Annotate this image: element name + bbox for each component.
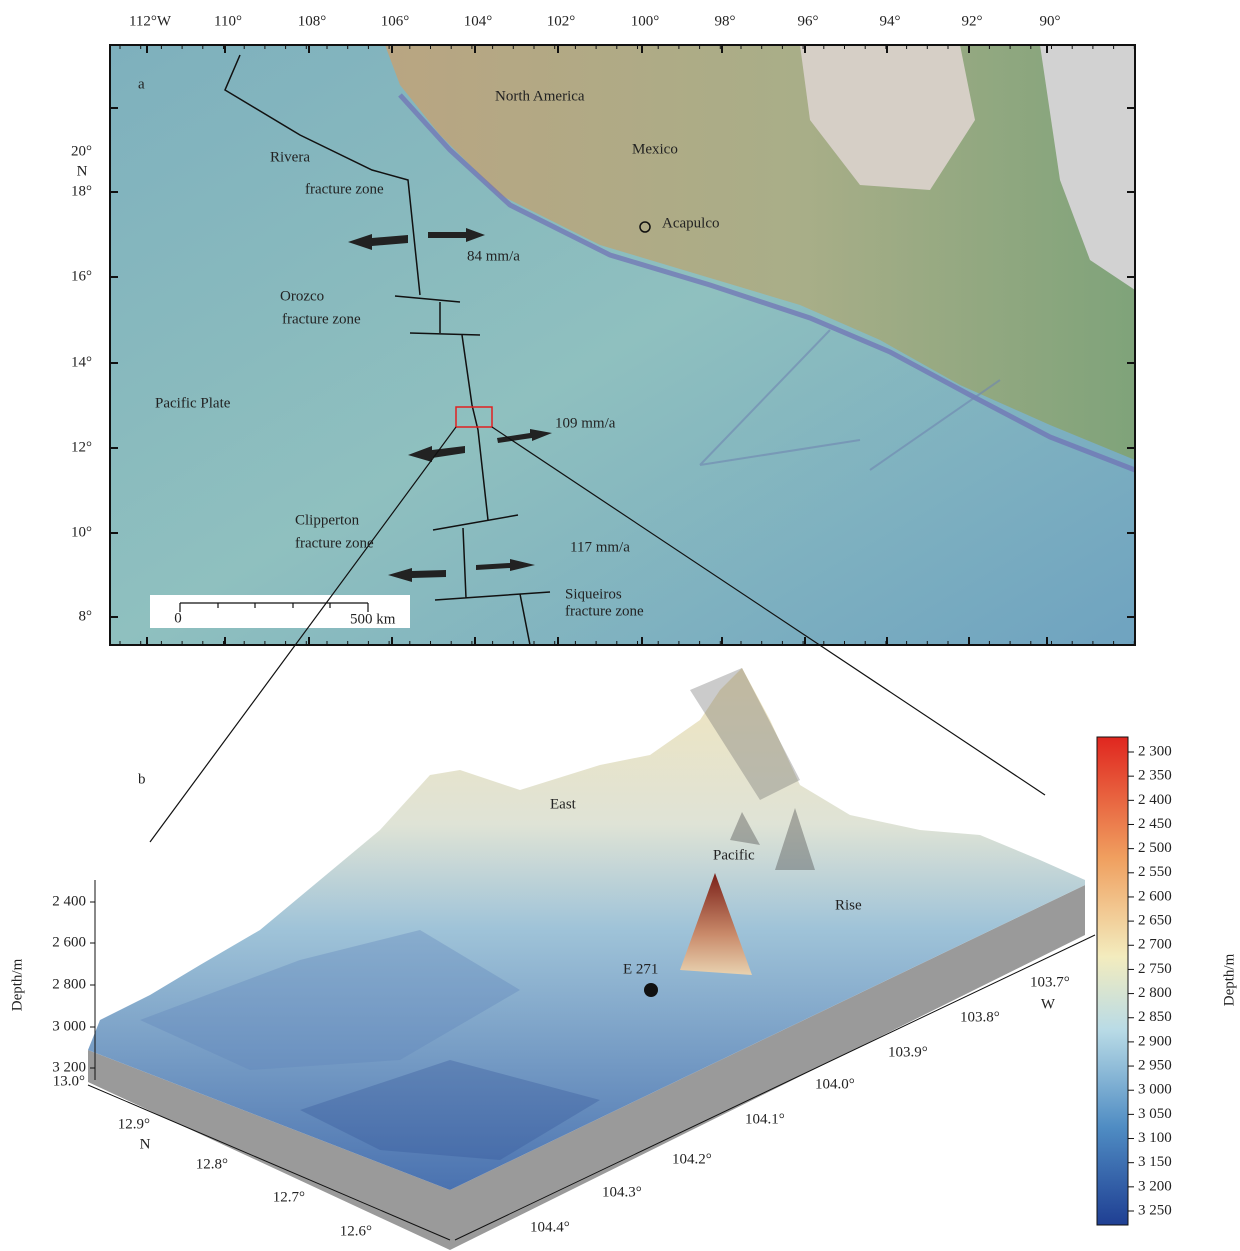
colorbar-tick-label: 2 400 (1138, 792, 1172, 808)
lat-label: 16° (71, 268, 92, 284)
lon-tick-label: 103.8° (960, 1009, 1000, 1025)
lon-tick-label: 104.1° (745, 1111, 785, 1127)
colorbar-tick-label: 2 700 (1138, 937, 1172, 953)
lon-tick-label: 103.9° (888, 1044, 928, 1060)
colorbar-tick-label: 2 550 (1138, 864, 1172, 880)
lat-label: 10° (71, 524, 92, 540)
depth-tick-label: 2 400 (52, 893, 86, 909)
lon-tick-label: 104.3° (602, 1184, 642, 1200)
sample-site (644, 983, 658, 997)
colorbar-tick-label: 2 350 (1138, 768, 1172, 784)
lon-label: 102° (547, 13, 576, 29)
lon-label: 94° (880, 13, 901, 29)
map-label: fracture zone (565, 603, 644, 619)
lat-label: 20° (71, 143, 92, 159)
lon-label: 98° (715, 13, 736, 29)
panel-label: b (138, 771, 146, 787)
map-label: Orozco (280, 288, 324, 304)
map-label: fracture zone (282, 311, 361, 327)
map-label: Acapulco (662, 215, 719, 231)
scale-label: 0 (174, 610, 182, 626)
colorbar-tick-label: 3 100 (1138, 1130, 1172, 1146)
map-label: Pacific Plate (155, 395, 231, 411)
lon-label: 110° (214, 13, 242, 29)
depth-tick-label: 2 800 (52, 976, 86, 992)
surface-panel (88, 668, 1128, 1250)
map-label: 117 mm/a (570, 539, 630, 555)
lat-tick-label: 12.6° (340, 1223, 372, 1239)
axis-title: Depth/m (9, 958, 25, 1011)
colorbar-tick-label: 2 450 (1138, 816, 1172, 832)
lon-label: 92° (962, 13, 983, 29)
lat-unit: N (77, 163, 88, 179)
colorbar-tick-label: 2 850 (1138, 1009, 1172, 1025)
lat-label: 18° (71, 183, 92, 199)
colorbar-tick-label: 2 750 (1138, 961, 1172, 977)
lat-unit: N (140, 1136, 151, 1152)
surface-label: E 271 (623, 961, 658, 977)
map-label: fracture zone (305, 181, 384, 197)
lat-tick-label: 12.7° (273, 1189, 305, 1205)
lat-tick-label: 13.0° (53, 1073, 85, 1089)
lon-label: 108° (298, 13, 327, 29)
map-label: 109 mm/a (555, 415, 616, 431)
map-label: Clipperton (295, 512, 360, 528)
lat-tick-label: 12.9° (118, 1116, 150, 1132)
map-label: Mexico (632, 141, 678, 157)
colorbar-tick-label: 2 600 (1138, 888, 1172, 904)
lon-label: 100° (631, 13, 660, 29)
depth-tick-label: 3 000 (52, 1018, 86, 1034)
lon-label: 104° (464, 13, 493, 29)
lon-tick-label: 103.7° (1030, 974, 1070, 990)
surface-label: East (550, 796, 577, 812)
lon-label: 90° (1040, 13, 1061, 29)
lat-label: 8° (79, 608, 93, 624)
lon-tick-label: 104.0° (815, 1076, 855, 1092)
lat-label: 12° (71, 439, 92, 455)
scale-label: 500 km (350, 611, 396, 627)
lat-tick-label: 12.8° (196, 1156, 228, 1172)
colorbar-tick-label: 3 200 (1138, 1178, 1172, 1194)
colorbar-tick-label: 2 800 (1138, 985, 1172, 1001)
panel-label: a (138, 76, 145, 92)
map-label: Rivera (270, 149, 310, 165)
colorbar-tick-label: 3 250 (1138, 1202, 1172, 1218)
colorbar-tick-label: 2 950 (1138, 1057, 1172, 1073)
surface-label: Pacific (713, 847, 755, 863)
lon-unit: W (1041, 996, 1056, 1012)
colorbar-tick-label: 3 150 (1138, 1154, 1172, 1170)
colorbar-tick-label: 3 000 (1138, 1082, 1172, 1098)
lon-label: 106° (381, 13, 410, 29)
colorbar-tick-label: 2 650 (1138, 913, 1172, 929)
colorbar-tick-label: 2 300 (1138, 743, 1172, 759)
lon-label: 96° (798, 13, 819, 29)
figure: a b N Depth/m Depth/m N W 112°W 110° 108° 1… (0, 0, 1240, 1251)
colorbar (1097, 737, 1128, 1225)
map-label: Siqueiros (565, 586, 622, 602)
colorbar-tick-label: 2 500 (1138, 840, 1172, 856)
colorbar-tick-label: 3 050 (1138, 1106, 1172, 1122)
lon-label: 112°W (129, 13, 172, 29)
lat-label: 14° (71, 354, 92, 370)
map-label: 84 mm/a (467, 248, 520, 264)
map-label: fracture zone (295, 535, 374, 551)
map-label: North America (495, 88, 585, 104)
surface-label: Rise (835, 897, 862, 913)
lon-tick-label: 104.2° (672, 1151, 712, 1167)
colorbar-tick-label: 2 900 (1138, 1033, 1172, 1049)
colorbar-title: Depth/m (1221, 953, 1237, 1006)
lon-tick-label: 104.4° (530, 1219, 570, 1235)
depth-tick-label: 2 600 (52, 934, 86, 950)
